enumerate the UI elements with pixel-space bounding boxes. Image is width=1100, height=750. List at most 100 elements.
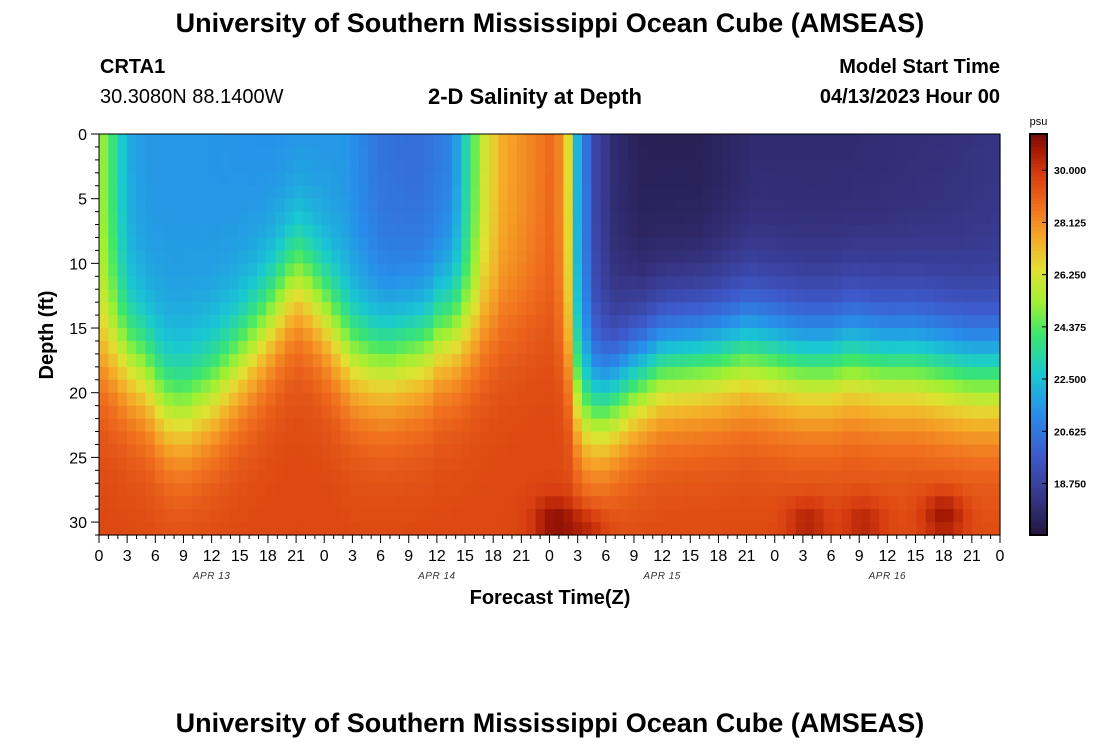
heatmap-cell [377, 289, 388, 303]
heatmap-cell [600, 276, 611, 290]
heatmap-cell [498, 134, 509, 148]
heatmap-cell [359, 470, 369, 484]
heatmap-cell [944, 172, 955, 187]
heatmap-cell [907, 250, 917, 264]
heatmap-cell [721, 198, 732, 213]
heatmap-cell [563, 302, 574, 316]
heatmap-cell [730, 470, 741, 484]
heatmap-cell [461, 211, 472, 226]
heatmap-cell [405, 444, 416, 458]
heatmap-cell [544, 379, 555, 394]
heatmap-cell [535, 237, 546, 252]
heatmap-cell [340, 457, 351, 471]
heatmap-cell [191, 392, 202, 407]
colorbar-segment [1030, 297, 1047, 302]
heatmap-cell [377, 276, 388, 290]
heatmap-cell [507, 470, 518, 484]
heatmap-cell [814, 250, 825, 264]
heatmap-cell [693, 250, 704, 264]
heatmap-cell [136, 198, 147, 213]
heatmap-cell [442, 172, 453, 187]
heatmap-cell [582, 289, 592, 303]
heatmap-cell [108, 185, 119, 200]
heatmap-cell [108, 263, 119, 277]
heatmap-cell [786, 444, 797, 458]
x-tick-label: 21 [738, 548, 756, 565]
heatmap-cell [396, 431, 407, 446]
heatmap-cell [294, 405, 304, 420]
heatmap-cell [108, 418, 119, 433]
heatmap-cell [962, 263, 973, 277]
heatmap-cell [916, 172, 927, 187]
heatmap-cell [860, 276, 871, 290]
heatmap-cell [117, 185, 128, 200]
heatmap-cell [294, 250, 304, 264]
heatmap-cell [777, 522, 787, 536]
heatmap-cell [693, 379, 704, 394]
heatmap-cell [916, 146, 927, 161]
heatmap-cell [804, 496, 815, 510]
heatmap-cell [665, 522, 676, 536]
heatmap-cell [786, 250, 797, 264]
heatmap-cell [786, 134, 797, 148]
heatmap-cell [470, 340, 481, 355]
heatmap-cell [154, 392, 165, 407]
heatmap-cell [888, 315, 899, 329]
heatmap-cell [526, 250, 537, 264]
heatmap-cell [739, 379, 750, 394]
heatmap-cell [386, 302, 397, 316]
heatmap-cell [554, 315, 565, 329]
heatmap-cell [507, 159, 518, 174]
heatmap-cell [767, 237, 778, 252]
heatmap-cell [907, 134, 917, 148]
heatmap-cell [619, 224, 630, 239]
heatmap-cell [879, 470, 890, 484]
heatmap-cell [173, 483, 184, 497]
heatmap-cell [256, 340, 267, 355]
heatmap-cell [312, 328, 323, 342]
heatmap-cell [823, 172, 834, 187]
heatmap-cell [442, 366, 453, 381]
heatmap-cell [275, 340, 286, 355]
heatmap-cell [442, 302, 453, 316]
heatmap-cell [749, 392, 760, 407]
heatmap-cell [349, 289, 360, 303]
heatmap-cell [981, 302, 992, 316]
heatmap-cell [628, 496, 639, 510]
heatmap-cell [479, 522, 490, 536]
heatmap-cell [907, 496, 917, 510]
heatmap-cell [591, 302, 602, 316]
heatmap-cell [284, 224, 295, 239]
heatmap-cell [591, 353, 602, 368]
heatmap-cell [349, 483, 360, 497]
heatmap-cell [897, 379, 908, 394]
heatmap-cell [405, 483, 416, 497]
heatmap-cell [331, 483, 342, 497]
heatmap-cell [340, 237, 351, 252]
heatmap-cell [572, 159, 583, 174]
heatmap-cell [990, 483, 1001, 497]
heatmap-cell [981, 237, 992, 252]
colorbar-segment [1030, 187, 1047, 192]
heatmap-cell [368, 418, 379, 433]
heatmap-cell [386, 159, 397, 174]
heatmap-cell [795, 224, 806, 239]
heatmap-cell [489, 263, 500, 277]
heatmap-cell [340, 405, 351, 420]
heatmap-cell [897, 353, 908, 368]
heatmap-cell [377, 159, 388, 174]
heatmap-cell [953, 366, 964, 381]
heatmap-cell [944, 379, 955, 394]
heatmap-cell [925, 392, 936, 407]
heatmap-cell [637, 289, 648, 303]
x-tick-label: 21 [287, 548, 305, 565]
heatmap-cell [674, 353, 685, 368]
heatmap-cell [990, 457, 1001, 471]
heatmap-cell [879, 146, 890, 161]
heatmap-cell [461, 418, 472, 433]
heatmap-cell [544, 392, 555, 407]
colorbar-segment [1030, 514, 1047, 519]
heatmap-cell [424, 470, 434, 484]
heatmap-cell [247, 185, 258, 200]
x-tick-label: 3 [573, 548, 582, 565]
